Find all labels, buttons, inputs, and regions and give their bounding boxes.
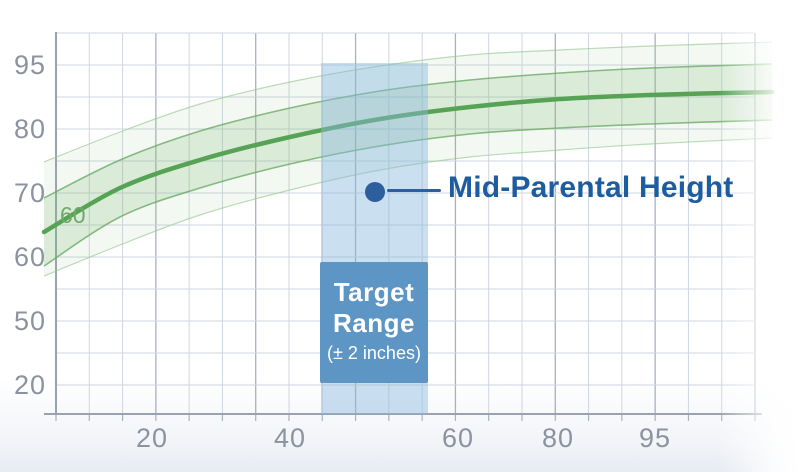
target-range-title-line2: Range xyxy=(333,308,415,338)
x-tick-label: 95 xyxy=(638,423,672,453)
y-tick-label: 95 xyxy=(13,50,46,80)
curve-start-value-label: 60 xyxy=(60,202,86,228)
x-tick-label: 60 xyxy=(441,423,475,453)
callout-leader-line xyxy=(387,189,441,192)
y-tick-label: 60 xyxy=(13,242,46,272)
target-range-title-line1: Target xyxy=(333,277,415,307)
x-tick-label: 40 xyxy=(273,423,307,453)
x-tick-label: 20 xyxy=(135,423,169,453)
target-range-box: Target Range (± 2 inches) xyxy=(320,262,428,383)
y-tick-label: 80 xyxy=(13,114,46,144)
y-tick-label: 70 xyxy=(13,178,46,208)
y-tick-label: 20 xyxy=(13,370,46,400)
target-range-subtitle: (± 2 inches) xyxy=(327,343,421,363)
mid-parental-height-dot xyxy=(365,182,385,202)
x-tick-label: 80 xyxy=(541,423,575,453)
y-tick-label: 50 xyxy=(13,306,46,336)
mid-parental-height-label: Mid-Parental Height xyxy=(448,171,734,204)
